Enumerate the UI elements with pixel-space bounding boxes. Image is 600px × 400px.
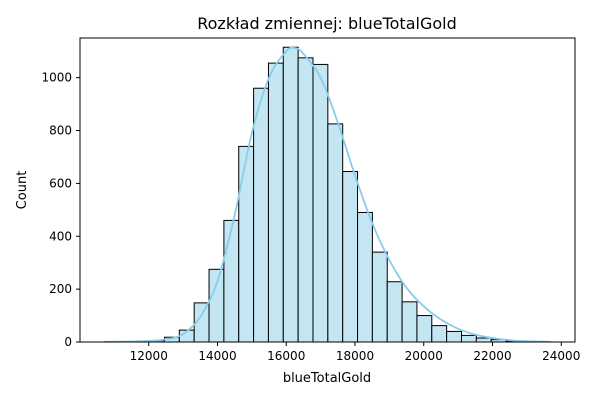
histogram-bar	[416, 315, 433, 343]
histogram-bar	[371, 251, 388, 343]
x-tick-label: 16000	[267, 349, 305, 363]
histogram-bar	[460, 334, 477, 343]
y-tick-label: 200	[49, 282, 72, 296]
histogram-bar	[401, 301, 418, 343]
x-tick-label: 22000	[473, 349, 511, 363]
y-axis-title: Count	[15, 171, 30, 210]
y-tick-label: 1000	[41, 71, 72, 85]
y-tick-label: 400	[49, 229, 72, 243]
histogram-bar	[208, 268, 225, 343]
x-axis: 12000 14000 16000 18000 20000 22000 24000	[130, 342, 580, 363]
y-tick-label: 600	[49, 176, 72, 190]
x-tick-label: 20000	[405, 349, 443, 363]
histogram-bar	[267, 62, 284, 343]
y-axis: 0 200 400 600 800 1000	[41, 71, 80, 349]
histogram-bar	[475, 337, 492, 343]
histogram-bar	[327, 123, 344, 343]
kde-curve	[104, 46, 551, 343]
histogram-bar	[357, 211, 373, 343]
histogram-bar	[312, 63, 329, 343]
histogram-bar	[431, 325, 448, 343]
y-tick-label: 0	[64, 335, 72, 349]
x-tick-label: 18000	[336, 349, 374, 363]
histogram-bar	[282, 46, 299, 343]
x-tick-label: 14000	[198, 349, 236, 363]
histogram-bar	[446, 330, 462, 343]
plot-frame	[79, 37, 576, 343]
histogram-bar	[238, 145, 255, 343]
y-tick-label: 800	[49, 124, 72, 138]
histogram-bar	[253, 87, 269, 343]
kde-group	[104, 46, 551, 343]
chart-title: Rozkład zmiennej: blueTotalGold	[197, 14, 457, 33]
x-axis-title: blueTotalGold	[283, 371, 371, 386]
histogram-bar	[297, 57, 314, 343]
histogram-bar	[386, 281, 403, 343]
x-tick-label: 24000	[542, 349, 580, 363]
x-tick-label: 12000	[130, 349, 168, 363]
bars-group	[104, 46, 552, 343]
histogram-bar	[223, 219, 240, 343]
histogram-bar	[342, 171, 359, 343]
